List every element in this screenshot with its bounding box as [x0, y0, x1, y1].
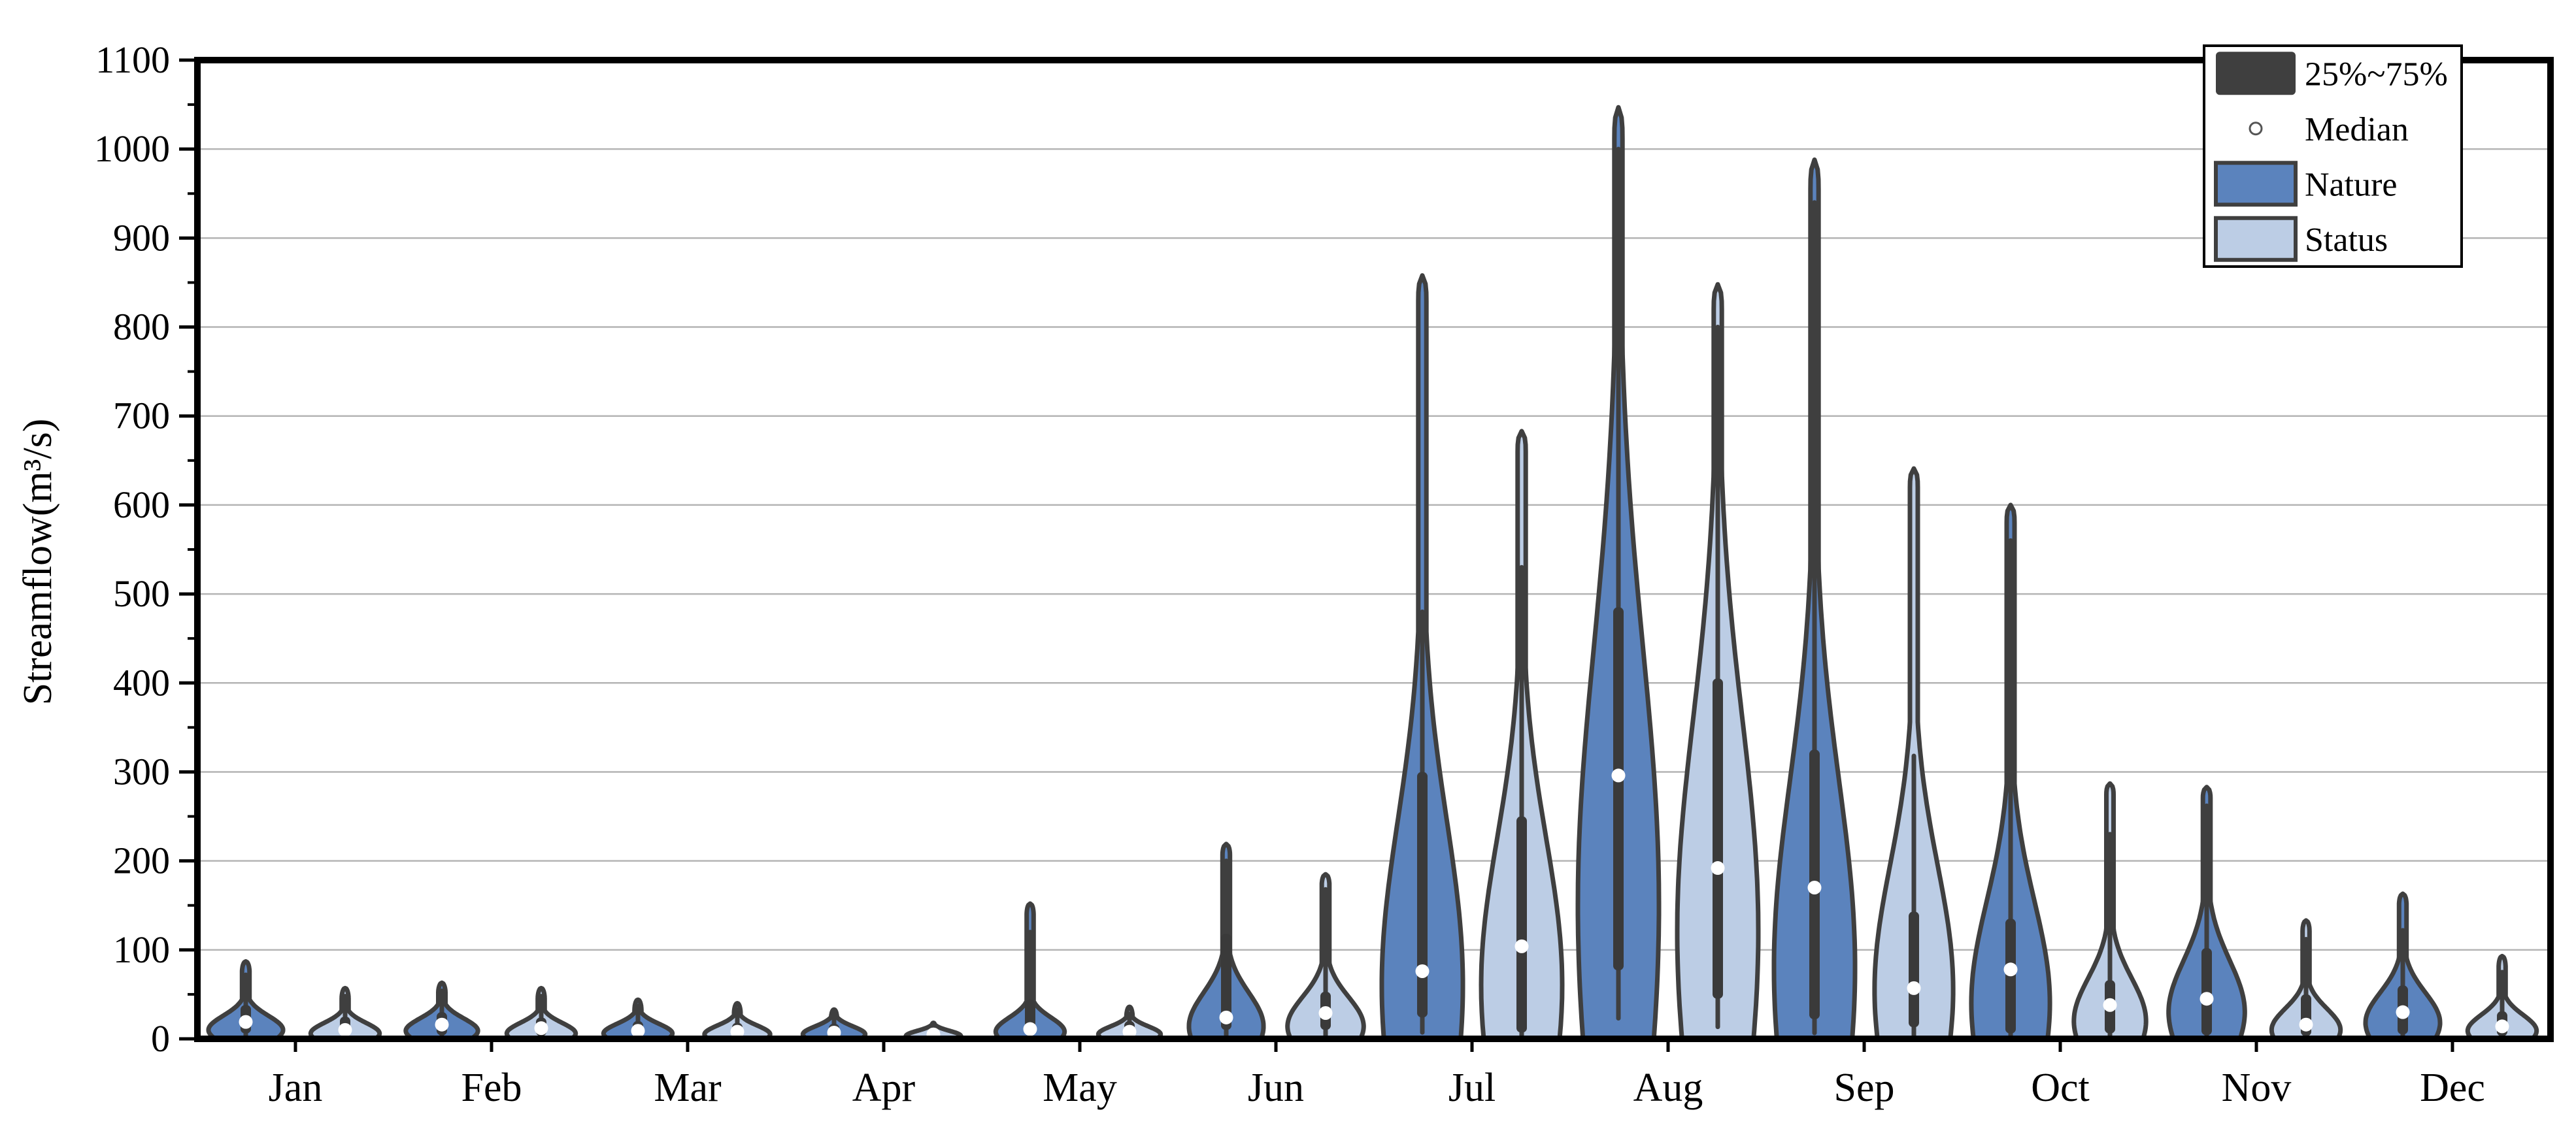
legend-swatch-median [2249, 122, 2263, 136]
x-tick-label-jan: Jan [269, 1066, 323, 1110]
y-tick-label-800: 800 [113, 306, 170, 348]
x-tick-label-nov: Nov [2222, 1066, 2292, 1110]
legend-label-nature: Nature [2305, 166, 2397, 203]
iqr-box-nov-nature [2201, 948, 2212, 1036]
median-dot-nov-nature [2200, 992, 2214, 1006]
x-tick-label-apr: Apr [852, 1066, 916, 1110]
legend-swatch-25-75- [2216, 52, 2296, 95]
iqr-box-sep-status [1909, 911, 1919, 1028]
median-dot-sep-nature [1807, 880, 1822, 894]
iqr-box-jul-status [1516, 816, 1527, 1033]
median-dot-nov-status [2299, 1017, 2313, 1032]
median-dot-mar-status [730, 1024, 744, 1039]
iqr-box-aug-status [1713, 678, 1723, 999]
iqr-box-jul-nature [1417, 772, 1428, 1018]
median-dot-oct-status [2103, 998, 2117, 1012]
legend-swatch-nature [2214, 161, 2298, 207]
y-tick-label-200: 200 [113, 840, 170, 882]
y-tick-label-400: 400 [113, 661, 170, 704]
legend-label-median: Median [2305, 111, 2409, 148]
x-tick-label-jun: Jun [1248, 1066, 1304, 1110]
x-tick-label-mar: Mar [654, 1066, 722, 1110]
median-dot-dec-status [2495, 1019, 2509, 1034]
median-dot-mar-nature [631, 1024, 645, 1038]
y-tick-label-0: 0 [151, 1017, 170, 1060]
x-tick-label-dec: Dec [2420, 1066, 2485, 1110]
x-tick-label-may: May [1043, 1066, 1117, 1110]
median-dot-jan-status [338, 1023, 352, 1037]
x-tick-label-oct: Oct [2031, 1066, 2090, 1110]
iqr-box-aug-nature [1613, 607, 1624, 971]
y-tick-label-600: 600 [113, 483, 170, 526]
iqr-box-jun-nature [1221, 934, 1231, 1030]
x-tick-label-aug: Aug [1633, 1066, 1703, 1110]
plot-frame [194, 57, 2554, 1042]
median-dot-aug-status [1711, 861, 1725, 875]
y-tick-label-700: 700 [113, 395, 170, 437]
y-axis-title: Streamflow(m³/s) [16, 419, 60, 706]
median-dot-feb-status [534, 1021, 548, 1036]
x-tick-label-feb: Feb [461, 1066, 522, 1110]
x-tick-label-sep: Sep [1834, 1066, 1895, 1110]
y-tick-label-300: 300 [113, 750, 170, 793]
legend-label-25-75-: 25%~75% [2305, 56, 2448, 93]
median-dot-may-nature [1023, 1022, 1037, 1036]
legend-label-status: Status [2305, 221, 2388, 259]
median-dot-oct-nature [2003, 962, 2018, 977]
median-dot-jun-nature [1219, 1010, 1233, 1024]
y-tick-label-500: 500 [113, 572, 170, 615]
median-dot-sep-status [1907, 981, 1921, 995]
median-dot-may-status [1122, 1024, 1137, 1039]
legend-swatch-status [2214, 216, 2298, 262]
median-dot-jan-nature [239, 1015, 253, 1029]
y-tick-label-1100: 1100 [95, 39, 170, 81]
median-dot-feb-nature [435, 1017, 449, 1032]
y-tick-label-100: 100 [113, 928, 170, 971]
median-dot-jul-status [1514, 939, 1529, 953]
y-tick-label-900: 900 [113, 216, 170, 259]
median-dot-dec-nature [2396, 1005, 2410, 1019]
median-dot-jul-nature [1415, 964, 1430, 979]
y-tick-label-1000: 1000 [94, 127, 170, 170]
x-tick-label-jul: Jul [1448, 1066, 1496, 1110]
median-dot-jun-status [1318, 1006, 1333, 1021]
median-dot-aug-nature [1611, 768, 1626, 783]
